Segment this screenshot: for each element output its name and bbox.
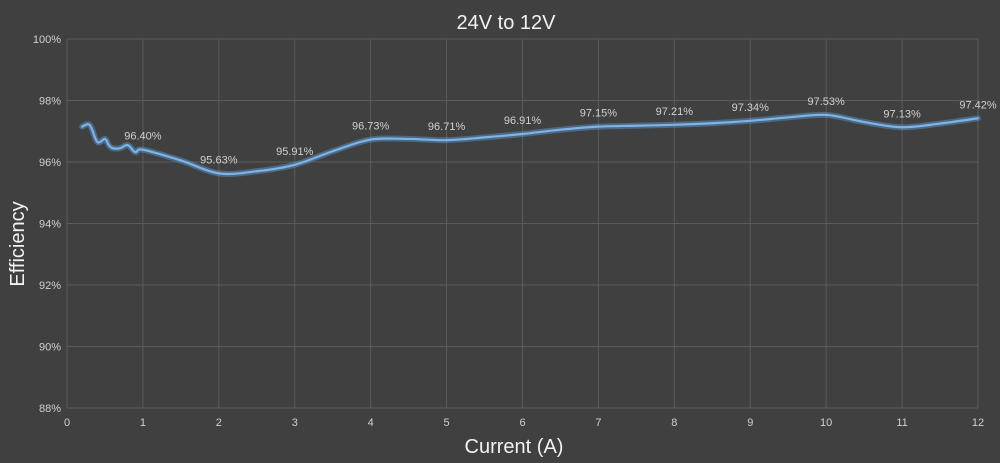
y-tick-label: 92% [39,280,61,292]
x-tick-label: 7 [595,417,601,429]
data-label: 97.53% [808,96,846,108]
x-tick-label: 10 [820,417,832,429]
x-tick-label: 12 [972,417,984,429]
x-tick-label: 8 [671,417,677,429]
x-tick-label: 1 [140,417,146,429]
chart-title: 24V to 12V [457,12,557,34]
y-tick-label: 98% [39,96,61,108]
data-label: 96.73% [352,121,390,133]
y-tick-label: 88% [39,403,61,415]
y-tick-label: 94% [39,219,61,231]
x-tick-label: 4 [368,417,374,429]
x-tick-label: 11 [896,417,907,429]
data-label: 97.34% [732,102,770,114]
data-label: 97.21% [656,106,694,118]
data-label-layer: 96.40% 95.63% 95.91% 96.73% 96.71% 96.91% 97.1… [124,96,997,166]
data-label: 95.63% [200,154,238,166]
x-tick-label: 5 [444,417,450,429]
data-label: 96.71% [428,121,466,133]
y-axis-title: Efficiency [7,201,29,286]
x-axis-title: Current (A) [465,436,564,458]
series-layer [79,111,981,177]
data-label: 96.91% [504,115,542,127]
data-label: 95.91% [276,146,314,158]
x-tick-label: 2 [216,417,222,429]
y-tick-label: 90% [39,342,61,354]
data-label: 97.13% [883,108,921,120]
y-tick-label: 96% [39,157,61,169]
y-tick-label: 100% [33,34,61,46]
x-tick-label: 0 [64,417,70,429]
efficiency-series-line [81,113,980,176]
x-tick-label: 9 [747,417,753,429]
x-tick-label: 3 [292,417,298,429]
data-label: 96.40% [124,131,162,143]
data-label: 97.42% [959,99,997,111]
data-label: 97.15% [580,108,618,120]
x-tick-label: 6 [519,417,525,429]
grid-layer [66,38,979,409]
